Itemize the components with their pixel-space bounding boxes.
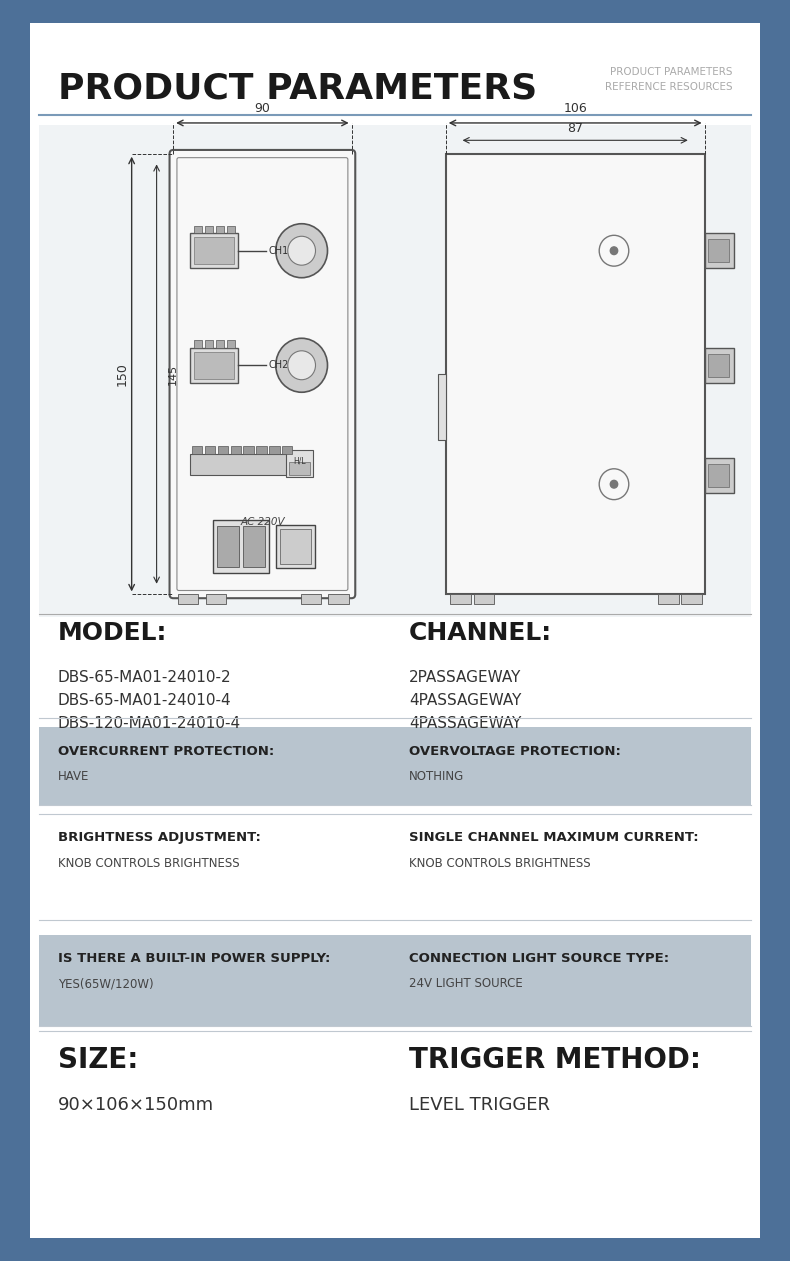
Text: CHANNEL:: CHANNEL: [409, 622, 552, 646]
Text: YES(65W/120W): YES(65W/120W) [58, 977, 153, 990]
Bar [446, 154, 705, 594]
Text: CH2: CH2 [269, 361, 289, 371]
Circle shape [276, 338, 328, 392]
Bar [40, 125, 750, 617]
Bar [205, 445, 215, 454]
Bar [243, 526, 265, 567]
Bar [231, 445, 241, 454]
Bar [473, 594, 494, 604]
Bar [329, 594, 349, 604]
Bar [40, 815, 750, 921]
Circle shape [611, 247, 618, 255]
Bar [658, 594, 679, 604]
Bar [190, 233, 238, 269]
Text: OVERCURRENT PROTECTION:: OVERCURRENT PROTECTION: [58, 745, 274, 758]
Text: AC 220V: AC 220V [240, 517, 284, 527]
Text: IS THERE A BUILT-IN POWER SUPPLY:: IS THERE A BUILT-IN POWER SUPPLY: [58, 952, 330, 965]
Text: 90: 90 [254, 102, 270, 115]
Bar [276, 525, 315, 569]
Bar [178, 594, 198, 604]
Circle shape [288, 351, 315, 380]
Bar [289, 462, 310, 475]
Bar [40, 728, 750, 805]
Circle shape [288, 236, 315, 265]
FancyBboxPatch shape [170, 150, 356, 598]
Bar [216, 340, 224, 348]
Text: 90×106×150mm: 90×106×150mm [58, 1096, 214, 1113]
Bar [280, 528, 311, 565]
Bar [705, 458, 734, 493]
Text: MODEL:: MODEL: [58, 622, 167, 646]
Text: NOTHING: NOTHING [409, 769, 464, 783]
Bar [705, 348, 734, 382]
Bar [257, 445, 266, 454]
Text: 87: 87 [567, 121, 583, 135]
Bar [205, 594, 226, 604]
Text: OVERVOLTAGE PROTECTION:: OVERVOLTAGE PROTECTION: [409, 745, 621, 758]
Text: SINGLE CHANNEL MAXIMUM CURRENT:: SINGLE CHANNEL MAXIMUM CURRENT: [409, 831, 698, 845]
Text: 106: 106 [563, 102, 587, 115]
Text: KNOB CONTROLS BRIGHTNESS: KNOB CONTROLS BRIGHTNESS [409, 856, 590, 870]
Bar [213, 520, 269, 574]
Bar [269, 445, 280, 454]
Bar [194, 237, 234, 265]
Bar [301, 594, 321, 604]
Bar [286, 450, 314, 478]
Text: PRODUCT PARAMETERS: PRODUCT PARAMETERS [610, 67, 732, 77]
Text: 150: 150 [116, 362, 129, 386]
Circle shape [599, 469, 629, 499]
Bar [190, 348, 238, 382]
Bar [194, 340, 202, 348]
Bar [192, 445, 202, 454]
Bar [709, 240, 728, 262]
Circle shape [276, 223, 328, 277]
Text: 145: 145 [167, 363, 178, 385]
Bar [243, 445, 254, 454]
Text: SIZE:: SIZE: [58, 1045, 138, 1073]
Bar [709, 464, 728, 487]
Text: 24V LIGHT SOURCE: 24V LIGHT SOURCE [409, 977, 523, 990]
Bar [40, 934, 750, 1026]
Bar [190, 454, 296, 475]
Text: CH1: CH1 [269, 246, 288, 256]
Bar [709, 353, 728, 377]
Text: REFERENCE RESOURCES: REFERENCE RESOURCES [604, 82, 732, 92]
Bar [227, 226, 235, 233]
Bar [282, 445, 292, 454]
Bar [227, 340, 235, 348]
Text: TRIGGER METHOD:: TRIGGER METHOD: [409, 1045, 701, 1073]
Bar [217, 526, 239, 567]
Text: DBS-65-MA01-24010-2
DBS-65-MA01-24010-4
DBS-120-MA01-24010-4: DBS-65-MA01-24010-2 DBS-65-MA01-24010-4 … [58, 670, 241, 731]
Bar [194, 226, 202, 233]
Text: H/L: H/L [293, 456, 306, 465]
Bar [682, 594, 702, 604]
Bar [450, 594, 471, 604]
Text: PRODUCT PARAMETERS: PRODUCT PARAMETERS [58, 72, 537, 106]
Bar [216, 226, 224, 233]
Text: CONNECTION LIGHT SOURCE TYPE:: CONNECTION LIGHT SOURCE TYPE: [409, 952, 669, 965]
Text: 2PASSAGEWAY
4PASSAGEWAY
4PASSAGEWAY: 2PASSAGEWAY 4PASSAGEWAY 4PASSAGEWAY [409, 670, 521, 731]
Text: BRIGHTNESS ADJUSTMENT:: BRIGHTNESS ADJUSTMENT: [58, 831, 261, 845]
Circle shape [611, 480, 618, 488]
Circle shape [599, 236, 629, 266]
Bar [205, 340, 213, 348]
Bar [205, 226, 213, 233]
Text: HAVE: HAVE [58, 769, 89, 783]
Text: KNOB CONTROLS BRIGHTNESS: KNOB CONTROLS BRIGHTNESS [58, 856, 239, 870]
Bar [217, 445, 228, 454]
Bar [438, 375, 446, 440]
Bar [705, 233, 734, 269]
Bar [194, 352, 234, 378]
Text: LEVEL TRIGGER: LEVEL TRIGGER [409, 1096, 550, 1113]
